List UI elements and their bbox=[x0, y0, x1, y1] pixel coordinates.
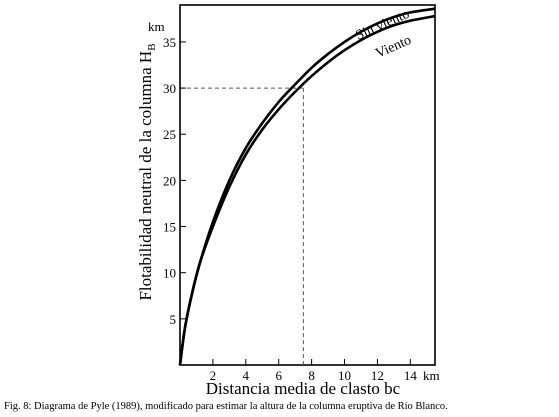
pyle-diagram: 2 4 6 8 10 12 14 5 10 15 20 25 30 35 km km Distancia … bbox=[136, 4, 440, 398]
x-tick-label: 8 bbox=[308, 368, 315, 383]
y-tick-label: 5 bbox=[170, 312, 177, 327]
y-axis-unit: km bbox=[148, 19, 165, 34]
x-tick-label: 12 bbox=[371, 368, 384, 383]
plot-frame bbox=[179, 4, 436, 366]
series-line-viento bbox=[178, 14, 436, 366]
y-tick-label: 25 bbox=[163, 127, 176, 142]
y-tick-label: 10 bbox=[163, 266, 176, 281]
x-tick-label: 4 bbox=[243, 368, 250, 383]
y-tick-label: 30 bbox=[163, 81, 176, 96]
x-tick-label: 2 bbox=[210, 368, 217, 383]
x-tick-label: 10 bbox=[338, 368, 351, 383]
series-label-viento: Viento bbox=[374, 33, 414, 62]
x-axis-title: Distancia media de clasto bc bbox=[206, 379, 401, 398]
y-axis-title: Flotabilidad neutral de la columna HB bbox=[136, 43, 158, 300]
series-line-sin-viento bbox=[178, 7, 436, 366]
y-tick-label: 15 bbox=[163, 220, 176, 235]
y-axis-title-subscript: B bbox=[146, 43, 158, 50]
y-axis-title-main: Flotabilidad neutral de la columna H bbox=[136, 51, 155, 301]
x-tick-label: 6 bbox=[275, 368, 282, 383]
y-tick-label: 20 bbox=[163, 173, 176, 188]
x-tick-label: 14 bbox=[404, 368, 418, 383]
y-tick-label: 35 bbox=[163, 35, 176, 50]
figure-caption: Fig. 8: Diagrama de Pyle (1989), modific… bbox=[4, 401, 448, 412]
x-axis-unit: km bbox=[423, 368, 440, 383]
